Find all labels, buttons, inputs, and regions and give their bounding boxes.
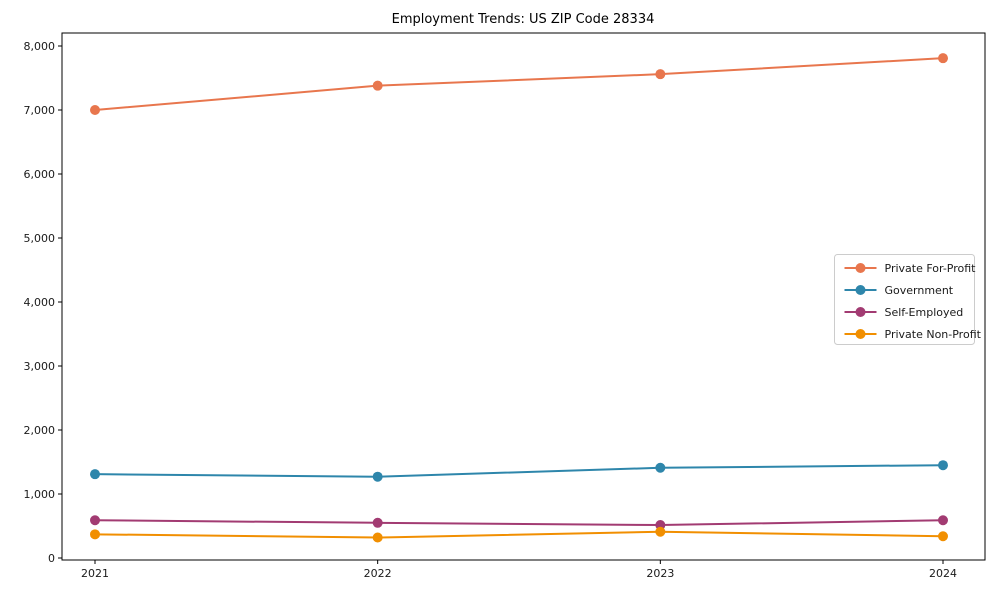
x-tick-label: 2022 [364, 567, 392, 580]
data-point [90, 469, 100, 480]
data-point [655, 69, 666, 80]
series-line [94, 519, 944, 527]
data-point [938, 53, 948, 64]
y-tick-label: 5,000 [24, 232, 56, 245]
y-tick-label: 8,000 [24, 40, 56, 53]
legend-item-label: Government [885, 284, 954, 297]
data-point [655, 526, 666, 537]
data-point [372, 471, 383, 482]
legend-marker-dot [855, 263, 866, 273]
plot-area: 0 1,000 2,000 3,000 4,000 5,000 6,000 7,000 8,00… [24, 32, 986, 580]
data-point [372, 517, 383, 528]
data-point [372, 532, 383, 543]
data-point [90, 105, 100, 115]
y-tick-label: 6,000 [24, 168, 56, 181]
y-tick-label: 0 [48, 552, 55, 565]
legend-item-label: Private For-Profit [885, 262, 977, 275]
series-line [94, 530, 944, 539]
data-point [938, 531, 948, 542]
data-point [938, 515, 948, 526]
x-tick-label: 2024 [929, 567, 957, 580]
legend-marker-dot [855, 307, 866, 317]
data-point [90, 529, 100, 540]
chart-title: Employment Trends: US ZIP Code 28334 [392, 12, 655, 27]
y-tick-label: 4,000 [24, 296, 56, 309]
axes-frame [61, 32, 986, 561]
data-point [372, 80, 383, 91]
data-point [90, 515, 100, 526]
data-point [655, 462, 666, 473]
data-point [938, 460, 948, 471]
series-line [94, 57, 944, 111]
legend-item-label: Self-Employed [885, 306, 964, 319]
y-tick-label: 1,000 [24, 488, 56, 501]
y-tick-label: 7,000 [24, 104, 56, 117]
x-tick-label: 2021 [81, 567, 109, 580]
legend-marker-dot [855, 285, 866, 295]
series-line [94, 464, 944, 478]
y-tick-label: 3,000 [24, 360, 56, 373]
legend-box [834, 254, 975, 345]
legend-marker-dot [855, 329, 866, 339]
legend-item-label: Private Non-Profit [885, 328, 982, 341]
y-tick-label: 2,000 [24, 424, 56, 437]
x-tick-label: 2023 [646, 567, 674, 580]
